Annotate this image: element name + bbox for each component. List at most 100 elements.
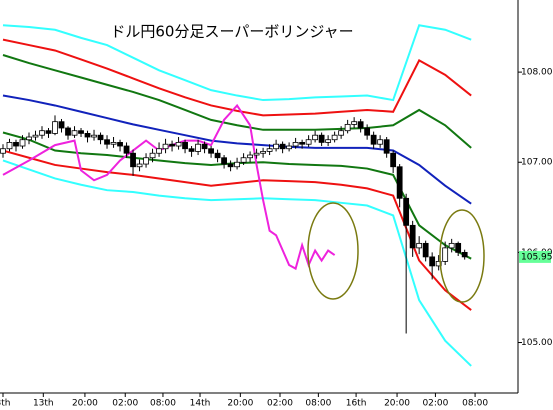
candle-body (71, 130, 78, 136)
y-tick-label: 105.00 (521, 338, 553, 348)
candle-body (416, 242, 423, 249)
x-tick-label: 08:00 (150, 399, 176, 409)
x-tick-label: 08:00 (462, 399, 488, 409)
x-tick-label: 20:00 (227, 399, 253, 409)
candle-body (331, 134, 338, 141)
candle-body (344, 123, 351, 132)
candle-body (195, 143, 201, 152)
candle-body (312, 134, 319, 141)
candle-body (377, 139, 384, 145)
candle-body (26, 136, 32, 141)
candle-body (110, 142, 117, 145)
band-line (2, 38, 472, 117)
candle-body (383, 139, 390, 154)
candle-body (32, 134, 39, 138)
x-tick-label: 08:00 (305, 399, 331, 409)
last-price-label: 105.95 (521, 252, 553, 262)
candle-body (117, 142, 123, 147)
candle-body (188, 148, 195, 152)
candle-body (461, 251, 468, 258)
candle-body (130, 152, 136, 168)
candle-body (370, 134, 377, 145)
candle-body (299, 142, 306, 145)
chart-title: ドル円60分足スーパーボリンジャー (110, 23, 353, 41)
candle-body (58, 121, 65, 129)
candle-body (325, 139, 332, 143)
plot-area (0, 0, 518, 393)
candle-body (266, 148, 273, 152)
candle-body (240, 157, 247, 163)
candle-body (65, 127, 71, 136)
candle-body (221, 157, 227, 165)
candle-body (279, 143, 286, 150)
candle-body (227, 163, 234, 168)
candle-body (435, 260, 442, 267)
candle-body (364, 127, 371, 136)
candle-body (455, 242, 462, 253)
lagging-line (2, 103, 336, 271)
candle-body (97, 134, 104, 141)
candle-body (78, 130, 84, 134)
highlight-ellipse (307, 202, 359, 300)
candle-body (6, 142, 13, 150)
candle-body (305, 139, 312, 145)
y-tick-label: 107.00 (521, 158, 553, 168)
candle-body (273, 143, 280, 150)
candle-body (143, 157, 149, 165)
candle-body (39, 130, 45, 136)
candle-body (442, 247, 449, 262)
candle-body (357, 121, 364, 129)
candle-body (429, 256, 436, 267)
candle-body (19, 139, 26, 147)
candle-body (0, 148, 6, 154)
x-tick-label: 13th (33, 399, 54, 409)
candle-body (182, 142, 188, 150)
candle-body (84, 133, 91, 138)
candle-body (45, 130, 52, 134)
candle-body (91, 134, 97, 138)
x-tick-label: 3th (0, 399, 10, 409)
candle-body (409, 224, 416, 249)
candle-body (234, 161, 240, 168)
candle-body (351, 121, 358, 125)
candle-body (104, 139, 110, 145)
candle-body (396, 166, 403, 199)
candle-body (403, 197, 410, 226)
x-tick-label: 02:00 (267, 399, 293, 409)
candle-body (214, 152, 221, 159)
band-line (2, 159, 472, 367)
candle-body (13, 142, 19, 147)
x-tick-label: 02:00 (422, 399, 448, 409)
candle-body (286, 145, 293, 150)
candle-body (422, 242, 429, 258)
x-tick-label: 16th (346, 399, 367, 409)
candle-body (208, 148, 214, 154)
x-tick-label: 20:00 (72, 399, 98, 409)
candle-body (448, 242, 455, 249)
candle-body (136, 163, 143, 168)
candle-body (253, 152, 260, 156)
candle-body (149, 152, 156, 159)
x-tick-label: 02:00 (112, 399, 138, 409)
plot (0, 24, 472, 367)
x-tick-label: 14th (190, 399, 211, 409)
x-tick-label: 20:00 (384, 399, 410, 409)
last-price-box (519, 250, 551, 263)
y-tick-label: 108.00 (521, 68, 553, 78)
candle-body (175, 142, 182, 147)
candle-body (162, 143, 169, 150)
candle-body (169, 143, 175, 147)
candle-body (260, 151, 266, 154)
candle-body (201, 143, 208, 150)
candle-body (247, 154, 253, 159)
candle-body (318, 134, 325, 143)
highlight-ellipse (439, 209, 485, 303)
candle-body (123, 145, 130, 154)
band-line (2, 24, 472, 102)
candle-body (156, 148, 162, 154)
candle-body (292, 142, 299, 147)
candle-body (52, 121, 58, 134)
candle-body (390, 152, 397, 168)
band-line (2, 54, 472, 149)
